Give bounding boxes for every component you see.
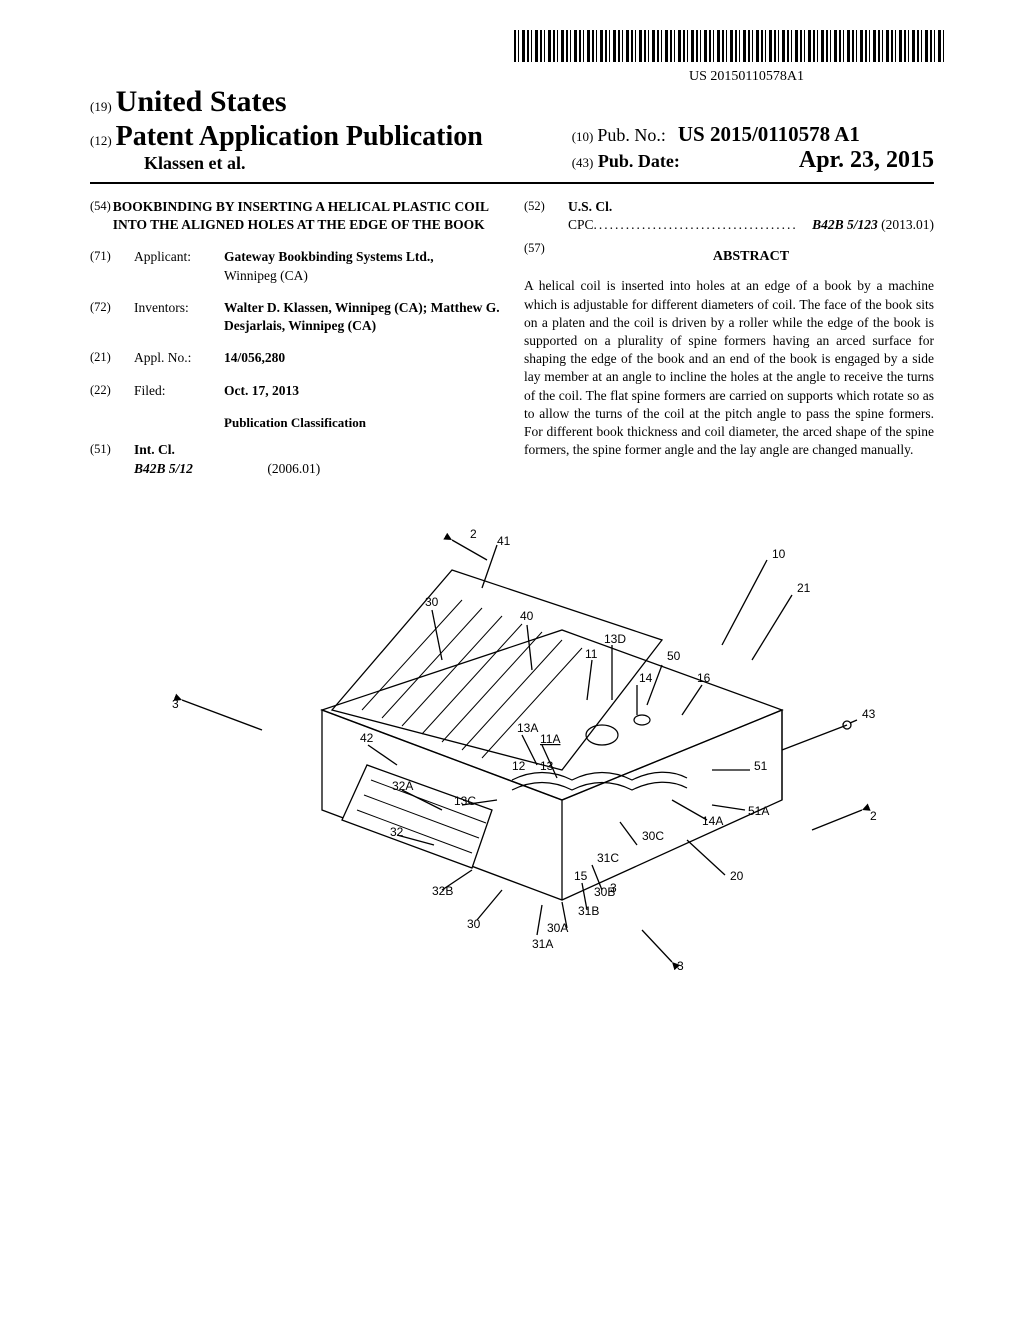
svg-text:32B: 32B [432, 884, 453, 898]
field-54: (54) BOOKBINDING BY INSERTING A HELICAL … [90, 198, 500, 234]
svg-text:13D: 13D [604, 632, 626, 646]
barcode-graphic [514, 30, 944, 62]
abstract-heading: ABSTRACT [568, 248, 934, 267]
svg-text:43: 43 [862, 707, 876, 721]
svg-text:20: 20 [730, 869, 744, 883]
figure-area: 2 3 10 21 30 40 41 11 13D 14 16 50 43 42… [90, 510, 934, 995]
code-19: (19) [90, 99, 112, 114]
svg-text:31C: 31C [597, 851, 619, 865]
svg-text:32: 32 [390, 825, 404, 839]
inventors-names: Walter D. Klassen, Winnipeg (CA); Matthe… [224, 300, 500, 333]
applicant-loc: Winnipeg (CA) [224, 268, 308, 283]
intcl-version: (2006.01) [267, 461, 320, 476]
code-54: (54) [90, 198, 113, 215]
pubdate: Apr. 23, 2015 [799, 147, 934, 173]
svg-text:11: 11 [585, 647, 598, 661]
cpc-label: CPC [568, 216, 594, 234]
pubno-label: Pub. No.: [597, 125, 666, 145]
filed-body: Oct. 17, 2013 [224, 382, 500, 400]
svg-text:40: 40 [520, 609, 534, 623]
right-column: (52) U.S. Cl. CPC ......................… [524, 198, 934, 480]
svg-text:30: 30 [467, 917, 481, 931]
svg-text:3: 3 [610, 881, 617, 895]
svg-text:16: 16 [697, 671, 711, 685]
label-applno: Appl. No.: [134, 349, 224, 367]
svg-text:13: 13 [540, 759, 554, 773]
svg-text:14: 14 [639, 671, 653, 685]
field-51: (51) Int. Cl. B42B 5/12 (2006.01) [90, 441, 500, 477]
barcode-number: US 20150110578A1 [90, 69, 944, 85]
field-21: (21) Appl. No.: 14/056,280 [90, 349, 500, 367]
svg-text:30C: 30C [642, 829, 664, 843]
country: United States [116, 85, 287, 118]
svg-text:31A: 31A [532, 937, 553, 951]
code-10: (10) [572, 129, 594, 144]
svg-text:3: 3 [172, 697, 179, 711]
cpc-dots: ...................................... [594, 216, 813, 234]
code-43: (43) [572, 155, 594, 170]
intcl-class: B42B 5/12 [134, 460, 264, 478]
code-21: (21) [90, 349, 134, 366]
svg-text:11A: 11A [540, 732, 560, 746]
svg-text:14A: 14A [702, 814, 723, 828]
label-filed: Filed: [134, 382, 224, 400]
cpc-version: (2013.01) [881, 216, 934, 234]
field-57: (57) ABSTRACT [524, 240, 934, 275]
field-52: (52) U.S. Cl. CPC ......................… [524, 198, 934, 234]
svg-text:30: 30 [425, 595, 439, 609]
uscl-label: U.S. Cl. [568, 198, 934, 216]
svg-text:15: 15 [574, 869, 588, 883]
pubno: US 2015/0110578 A1 [678, 122, 860, 146]
code-71: (71) [90, 248, 134, 265]
applno-body: 14/056,280 [224, 349, 500, 367]
code-72: (72) [90, 299, 134, 316]
pubdate-label: Pub. Date: [598, 151, 680, 171]
svg-text:2: 2 [870, 809, 877, 823]
barcode-block: US 20150110578A1 [90, 30, 944, 85]
applicant-body: Gateway Bookbinding Systems Ltd., Winnip… [224, 248, 500, 284]
code-57: (57) [524, 240, 568, 257]
applicant-name: Gateway Bookbinding Systems Ltd., [224, 249, 434, 264]
code-51: (51) [90, 441, 134, 458]
label-applicant: Applicant: [134, 248, 224, 266]
svg-text:12: 12 [512, 759, 526, 773]
svg-text:42: 42 [360, 731, 374, 745]
label-inventors: Inventors: [134, 299, 224, 317]
code-12: (12) [90, 133, 112, 148]
authors-line: Klassen et al. [90, 153, 483, 174]
code-22: (22) [90, 382, 134, 399]
cpc-class: B42B 5/123 [812, 216, 878, 234]
intcl-label: Int. Cl. [134, 441, 500, 459]
publication-type: Patent Application Publication [116, 121, 483, 152]
invention-title: BOOKBINDING BY INSERTING A HELICAL PLAST… [113, 198, 500, 234]
svg-text:32A: 32A [392, 779, 413, 793]
header: (19) United States (12) Patent Applicati… [90, 85, 934, 184]
field-71: (71) Applicant: Gateway Bookbinding Syst… [90, 248, 500, 284]
code-52: (52) [524, 198, 568, 215]
abstract-body: A helical coil is inserted into holes at… [524, 277, 934, 459]
svg-text:51: 51 [754, 759, 768, 773]
field-72: (72) Inventors: Walter D. Klassen, Winni… [90, 299, 500, 335]
svg-text:50: 50 [667, 649, 681, 663]
svg-text:13A: 13A [517, 721, 538, 735]
svg-text:2: 2 [470, 527, 477, 541]
svg-text:51A: 51A [748, 804, 769, 818]
svg-text:31B: 31B [578, 904, 599, 918]
field-22: (22) Filed: Oct. 17, 2013 [90, 382, 500, 400]
svg-text:10: 10 [772, 547, 786, 561]
pub-classification-heading: Publication Classification [90, 414, 500, 432]
bibliographic-columns: (54) BOOKBINDING BY INSERTING A HELICAL … [90, 198, 934, 480]
svg-text:21: 21 [797, 581, 811, 595]
svg-text:13C: 13C [454, 794, 476, 808]
left-column: (54) BOOKBINDING BY INSERTING A HELICAL … [90, 198, 500, 480]
svg-text:3: 3 [677, 959, 684, 973]
inventors-body: Walter D. Klassen, Winnipeg (CA); Matthe… [224, 299, 500, 335]
svg-text:30A: 30A [547, 921, 568, 935]
patent-figure: 2 3 10 21 30 40 41 11 13D 14 16 50 43 42… [142, 510, 882, 990]
svg-text:41: 41 [497, 534, 511, 548]
